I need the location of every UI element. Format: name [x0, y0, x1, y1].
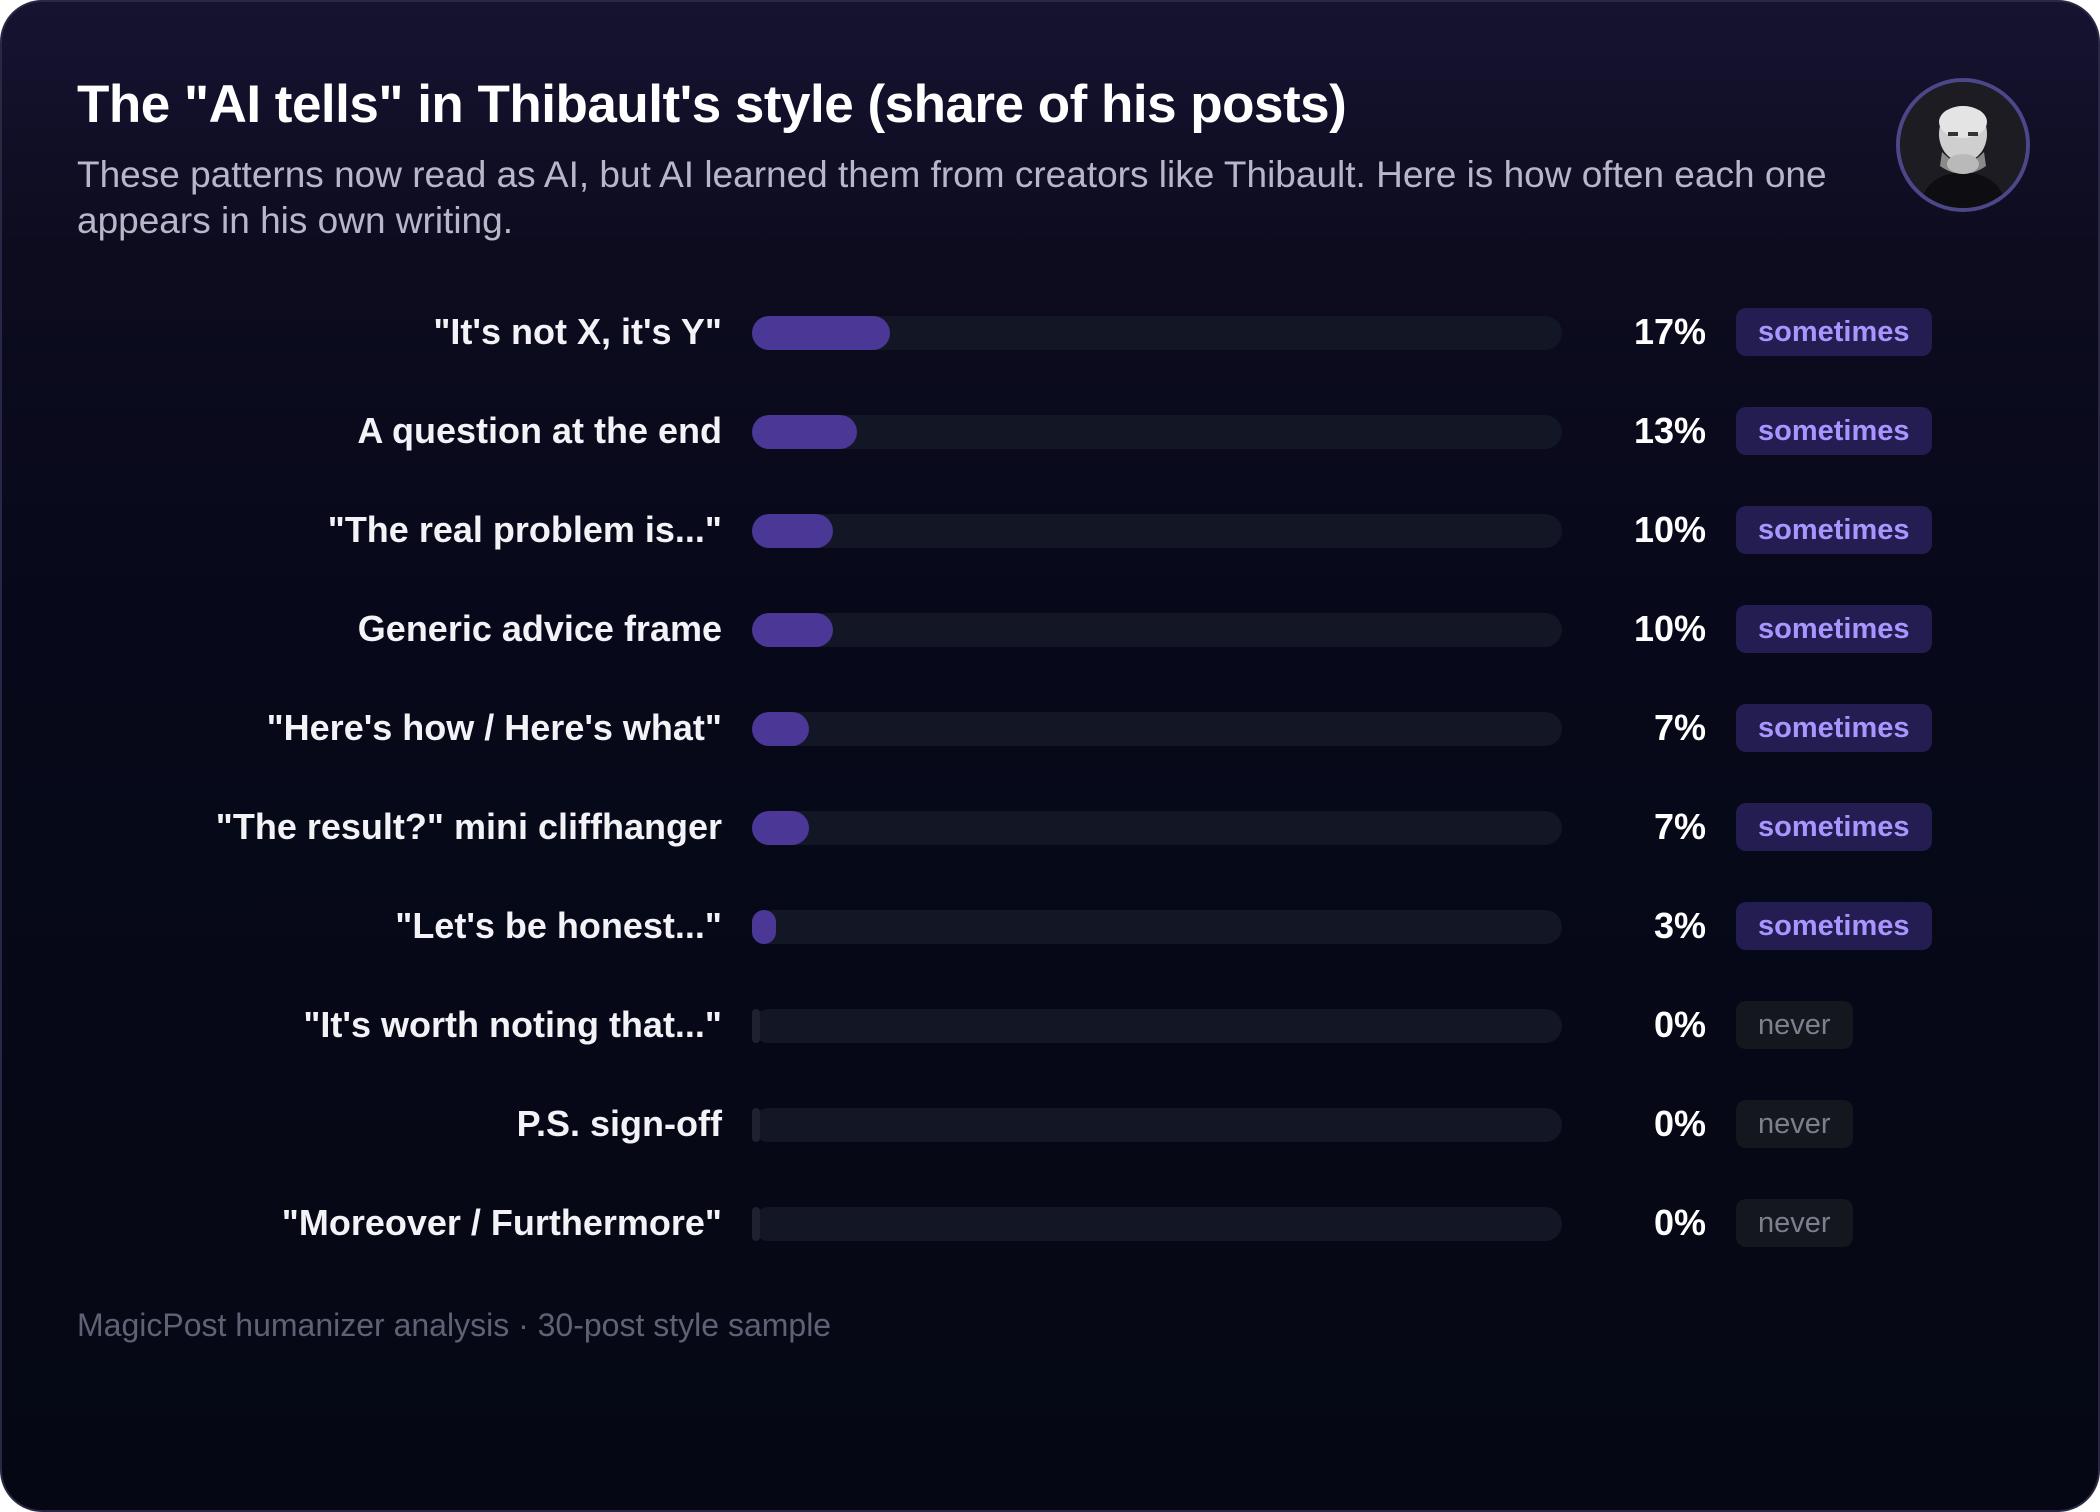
frequency-badge: never	[1736, 1001, 1853, 1049]
bar-fill	[752, 910, 777, 944]
bar-fill	[752, 1207, 760, 1241]
bar-row: Generic advice frame 10% sometimes	[2, 599, 2098, 659]
bar-value-label: 10%	[1633, 608, 1706, 649]
source-note: MagicPost humanizer analysis · 30-post s…	[77, 1307, 832, 1343]
bar-value-label: 7%	[1653, 707, 1706, 748]
bar-track	[752, 1108, 1562, 1142]
avatar-portrait-icon	[1900, 82, 2026, 208]
frequency-badge: sometimes	[1736, 704, 1932, 752]
bar-row: "The result?" mini cliffhanger 7% sometime…	[2, 797, 2098, 857]
bar-track	[752, 1207, 1562, 1241]
bar-fill	[752, 1009, 760, 1043]
bar-value-label: 17%	[1633, 311, 1706, 352]
bar-fill	[752, 811, 809, 845]
bar-fill	[752, 1108, 760, 1142]
bar-track	[752, 910, 1562, 944]
bar-row: "The real problem is..." 10% sometimes	[2, 500, 2098, 560]
frequency-badge: sometimes	[1736, 407, 1932, 455]
bar-value-label: 13%	[1633, 410, 1706, 451]
bar-fill	[752, 415, 858, 449]
bar-value-label: 7%	[1653, 806, 1706, 847]
bar-label: "Here's how / Here's what"	[266, 707, 722, 748]
bar-label: P.S. sign-off	[516, 1103, 722, 1144]
bar-track	[752, 613, 1562, 647]
frequency-badge: sometimes	[1736, 902, 1932, 950]
bar-label: A question at the end	[357, 410, 722, 451]
bar-label: "It's worth noting that..."	[303, 1004, 722, 1045]
bar-row: "Let's be honest..." 3% sometimes	[2, 896, 2098, 956]
frequency-badge: sometimes	[1736, 308, 1932, 356]
bar-label: "Let's be honest..."	[395, 905, 722, 946]
frequency-badge: sometimes	[1736, 506, 1932, 554]
bar-track	[752, 316, 1562, 350]
bar-track	[752, 811, 1562, 845]
bar-track	[752, 712, 1562, 746]
bar-fill	[752, 712, 809, 746]
bar-fill	[752, 514, 833, 548]
bar-value-label: 0%	[1653, 1202, 1706, 1243]
frequency-badge: never	[1736, 1100, 1853, 1148]
chart-title: The "AI tells" in Thibault's style (shar…	[77, 75, 1347, 134]
bar-fill	[752, 316, 890, 350]
avatar	[1896, 78, 2030, 212]
bar-value-label: 0%	[1653, 1103, 1706, 1144]
chart-subtitle: These patterns now read as AI, but AI le…	[77, 154, 1827, 241]
bar-row: P.S. sign-off 0% never	[2, 1094, 2098, 1154]
bar-value-label: 0%	[1653, 1004, 1706, 1045]
frequency-badge: sometimes	[1736, 803, 1932, 851]
bar-row: "Moreover / Furthermore" 0% never	[2, 1193, 2098, 1253]
frequency-badge: sometimes	[1736, 605, 1932, 653]
bar-label: "The real problem is..."	[327, 509, 722, 550]
bar-label: "It's not X, it's Y"	[433, 311, 722, 352]
bar-label: "Moreover / Furthermore"	[281, 1202, 722, 1243]
bar-row: "It's not X, it's Y" 17% sometimes	[2, 302, 2098, 362]
bar-track	[752, 514, 1562, 548]
bar-value-label: 3%	[1653, 905, 1706, 946]
bar-track	[752, 415, 1562, 449]
bar-label: "The result?" mini cliffhanger	[215, 806, 722, 847]
bar-row: "Here's how / Here's what" 7% sometimes	[2, 698, 2098, 758]
bar-fill	[752, 613, 833, 647]
frequency-badge: never	[1736, 1199, 1853, 1247]
bar-track	[752, 1009, 1562, 1043]
bar-value-label: 10%	[1633, 509, 1706, 550]
bar-label: Generic advice frame	[357, 608, 722, 649]
bar-row: "It's worth noting that..." 0% never	[2, 995, 2098, 1055]
bar-row: A question at the end 13% sometimes	[2, 401, 2098, 461]
